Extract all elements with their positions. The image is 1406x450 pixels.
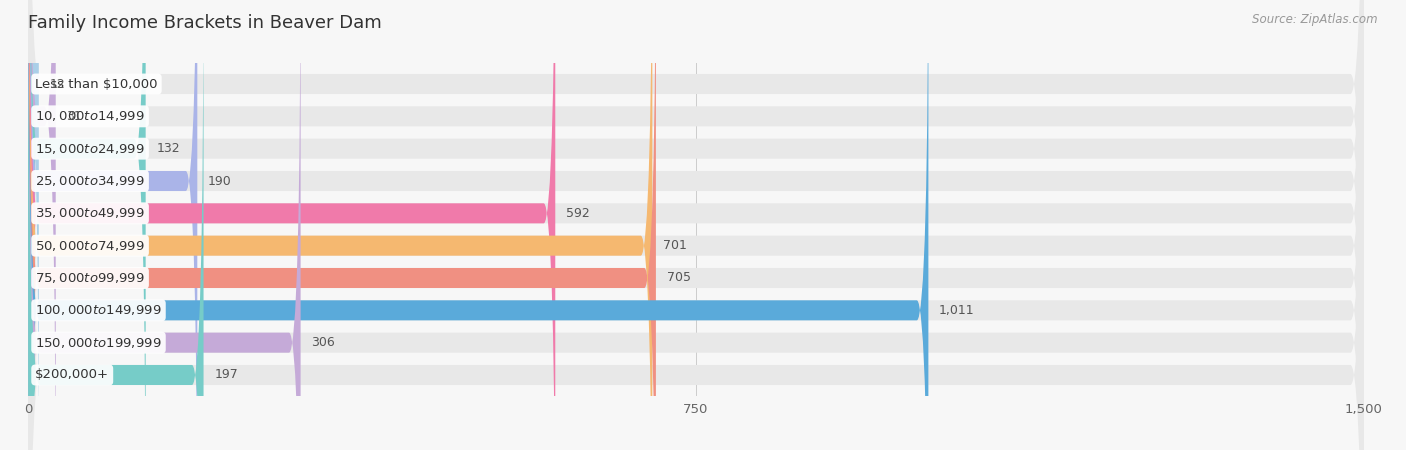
FancyBboxPatch shape <box>28 0 1364 450</box>
Text: $50,000 to $74,999: $50,000 to $74,999 <box>35 238 145 252</box>
FancyBboxPatch shape <box>28 0 1364 450</box>
FancyBboxPatch shape <box>27 0 39 450</box>
FancyBboxPatch shape <box>28 0 1364 450</box>
FancyBboxPatch shape <box>28 0 197 450</box>
Text: 306: 306 <box>311 336 335 349</box>
FancyBboxPatch shape <box>28 0 1364 450</box>
FancyBboxPatch shape <box>28 0 1364 450</box>
FancyBboxPatch shape <box>28 0 1364 450</box>
FancyBboxPatch shape <box>28 0 928 450</box>
FancyBboxPatch shape <box>28 0 1364 450</box>
Text: Source: ZipAtlas.com: Source: ZipAtlas.com <box>1253 14 1378 27</box>
Text: $15,000 to $24,999: $15,000 to $24,999 <box>35 142 145 156</box>
FancyBboxPatch shape <box>28 0 652 450</box>
Text: 132: 132 <box>156 142 180 155</box>
Text: $200,000+: $200,000+ <box>35 369 110 382</box>
Text: 190: 190 <box>208 175 232 188</box>
FancyBboxPatch shape <box>28 0 655 450</box>
Text: Less than $10,000: Less than $10,000 <box>35 77 157 90</box>
FancyBboxPatch shape <box>28 0 204 450</box>
Text: $25,000 to $34,999: $25,000 to $34,999 <box>35 174 145 188</box>
Text: 705: 705 <box>666 271 690 284</box>
Text: 1,011: 1,011 <box>939 304 974 317</box>
FancyBboxPatch shape <box>28 0 146 450</box>
Text: 701: 701 <box>664 239 688 252</box>
Text: $35,000 to $49,999: $35,000 to $49,999 <box>35 207 145 220</box>
Text: $10,000 to $14,999: $10,000 to $14,999 <box>35 109 145 123</box>
Text: 197: 197 <box>214 369 238 382</box>
FancyBboxPatch shape <box>28 0 1364 450</box>
FancyBboxPatch shape <box>28 0 1364 450</box>
Text: $100,000 to $149,999: $100,000 to $149,999 <box>35 303 162 317</box>
Text: Family Income Brackets in Beaver Dam: Family Income Brackets in Beaver Dam <box>28 14 382 32</box>
FancyBboxPatch shape <box>28 0 301 450</box>
Text: 31: 31 <box>66 110 82 123</box>
Text: $150,000 to $199,999: $150,000 to $199,999 <box>35 336 162 350</box>
FancyBboxPatch shape <box>28 0 56 450</box>
FancyBboxPatch shape <box>28 0 555 450</box>
Text: 592: 592 <box>567 207 589 220</box>
Text: 12: 12 <box>49 77 65 90</box>
Text: $75,000 to $99,999: $75,000 to $99,999 <box>35 271 145 285</box>
FancyBboxPatch shape <box>28 0 1364 450</box>
